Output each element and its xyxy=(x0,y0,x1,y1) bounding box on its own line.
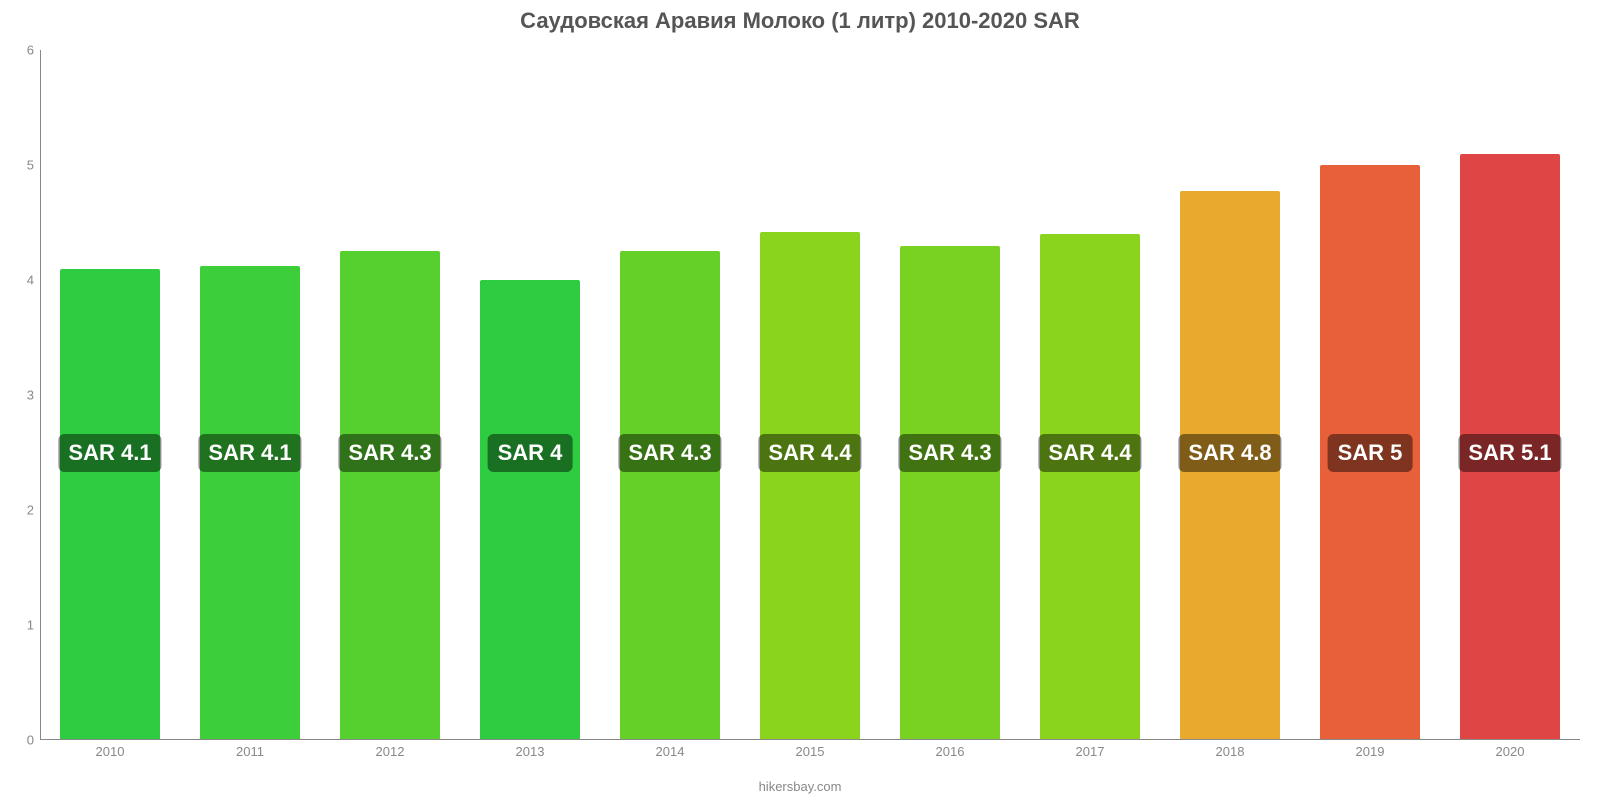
value-badge: SAR 4.3 xyxy=(338,434,441,472)
y-tick-label: 0 xyxy=(27,733,40,748)
chart-title: Саудовская Аравия Молоко (1 литр) 2010-2… xyxy=(0,8,1600,34)
x-axis-line xyxy=(40,739,1580,740)
chart-footer-credit: hikersbay.com xyxy=(0,779,1600,794)
x-tick-label: 2019 xyxy=(1300,744,1440,759)
bars-row: SAR 4.1 SAR 4.1 SAR 4.3 SAR 4 SAR 4.3 SAR 4.4… xyxy=(40,50,1580,740)
x-tick-label: 2018 xyxy=(1160,744,1300,759)
value-badge: SAR 4.8 xyxy=(1178,434,1281,472)
x-tick-label: 2012 xyxy=(320,744,460,759)
value-badge: SAR 4.1 xyxy=(58,434,161,472)
x-tick-label: 2011 xyxy=(180,744,320,759)
y-tick-label: 1 xyxy=(27,618,40,633)
bar xyxy=(1040,234,1141,740)
x-tick-label: 2014 xyxy=(600,744,740,759)
y-tick-label: 4 xyxy=(27,273,40,288)
bar xyxy=(620,251,721,740)
x-axis-labels: 2010201120122013201420152016201720182019… xyxy=(40,744,1580,759)
value-badge: SAR 4.4 xyxy=(1038,434,1141,472)
plot-area: 0123456 SAR 4.1SAR 4.1SAR 4.3SAR 4SAR 4.… xyxy=(40,50,1580,740)
y-tick-label: 3 xyxy=(27,388,40,403)
bar xyxy=(760,232,861,740)
x-tick-label: 2013 xyxy=(460,744,600,759)
bar-slot: SAR 4.3 xyxy=(880,50,1020,740)
value-badge: SAR 4 xyxy=(488,434,573,472)
y-tick-label: 2 xyxy=(27,503,40,518)
x-tick-label: 2016 xyxy=(880,744,1020,759)
bar-slot: SAR 4 xyxy=(460,50,600,740)
value-badge: SAR 4.3 xyxy=(898,434,1001,472)
bar-slot: SAR 5.1 xyxy=(1440,50,1580,740)
bar xyxy=(900,246,1001,741)
bar xyxy=(340,251,441,740)
y-tick-label: 5 xyxy=(27,158,40,173)
bar-slot: SAR 4.3 xyxy=(320,50,460,740)
value-badge: SAR 5.1 xyxy=(1458,434,1561,472)
value-badge: SAR 5 xyxy=(1328,434,1413,472)
x-tick-label: 2010 xyxy=(40,744,180,759)
bar-slot: SAR 4.4 xyxy=(740,50,880,740)
x-tick-label: 2020 xyxy=(1440,744,1580,759)
bar-slot: SAR 4.4 xyxy=(1020,50,1160,740)
bar-slot: SAR 4.1 xyxy=(180,50,320,740)
bar xyxy=(200,266,301,740)
value-badge: SAR 4.1 xyxy=(198,434,301,472)
y-tick-label: 6 xyxy=(27,43,40,58)
bar-slot: SAR 4.1 xyxy=(40,50,180,740)
bar-slot: SAR 5 xyxy=(1300,50,1440,740)
x-tick-label: 2017 xyxy=(1020,744,1160,759)
bar xyxy=(480,280,581,740)
bar-slot: SAR 4.3 xyxy=(600,50,740,740)
value-badge: SAR 4.3 xyxy=(618,434,721,472)
bar-slot: SAR 4.8 xyxy=(1160,50,1300,740)
milk-price-chart: Саудовская Аравия Молоко (1 литр) 2010-2… xyxy=(0,0,1600,800)
value-badge: SAR 4.4 xyxy=(758,434,861,472)
bar xyxy=(60,269,161,741)
x-tick-label: 2015 xyxy=(740,744,880,759)
